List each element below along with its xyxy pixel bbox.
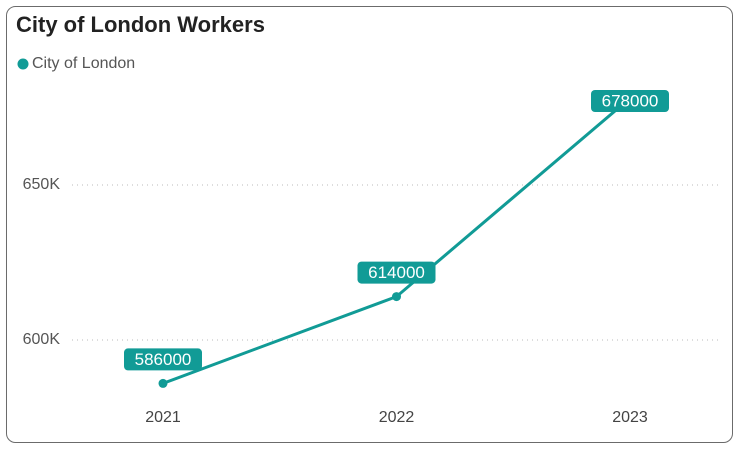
x-tick-label: 2023	[612, 409, 648, 426]
data-label: 586000	[135, 350, 192, 369]
x-tick-label: 2021	[145, 409, 181, 426]
data-label-box	[124, 348, 202, 371]
y-tick-label: 600K	[23, 331, 61, 348]
point	[392, 292, 401, 302]
x-tick-label: 2022	[379, 409, 415, 426]
data-label-box	[357, 261, 436, 284]
legend-marker	[17, 58, 29, 70]
legend-label: City of London	[32, 55, 135, 72]
chart-title: City of London Workers	[16, 12, 265, 37]
y-tick-label: 650K	[23, 176, 61, 193]
point	[158, 378, 168, 388]
data-label: 678000	[602, 91, 659, 110]
data-label: 614000	[368, 263, 425, 282]
card	[6, 6, 733, 443]
data-label-box	[591, 90, 669, 112]
